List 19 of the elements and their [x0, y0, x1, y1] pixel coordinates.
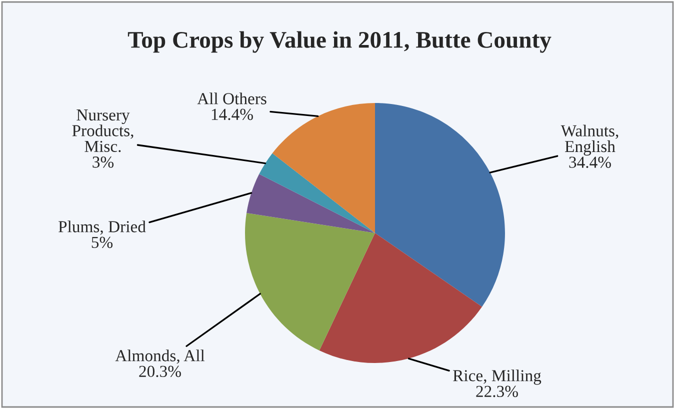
- data-label: 14.4%: [212, 108, 253, 120]
- data-label: 20.3%: [139, 366, 181, 378]
- pie-slice: [246, 174, 375, 233]
- pie-slice: [272, 103, 375, 233]
- chart-title: Top Crops by Value in 2011, Butte County: [128, 31, 552, 53]
- slice-label: Nursery Products, Misc.: [72, 110, 134, 152]
- slice-label: Rice, Milling: [453, 370, 542, 385]
- data-label: 22.3%: [476, 386, 518, 398]
- slice-label: Almonds, All: [115, 350, 205, 364]
- pie-slice: [259, 153, 375, 233]
- slice-label: Walnuts, English: [560, 124, 618, 156]
- data-label: 3%: [92, 156, 114, 168]
- data-label: 34.4%: [569, 156, 611, 168]
- slice-label: All Others: [197, 92, 266, 104]
- slice-label: Plums, Dried: [58, 220, 146, 235]
- data-label: 5%: [92, 236, 113, 248]
- pie-slice: [319, 233, 482, 363]
- pie-slice: [375, 103, 505, 307]
- pie-slice: [245, 212, 375, 350]
